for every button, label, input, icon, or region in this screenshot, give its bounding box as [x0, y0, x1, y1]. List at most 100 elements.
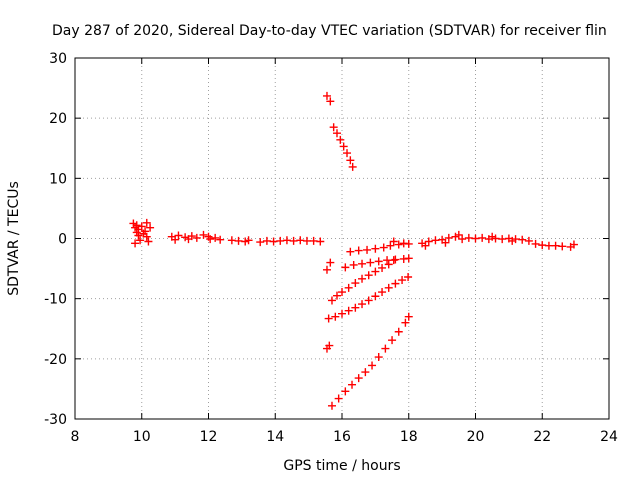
data-point-marker [334, 394, 343, 403]
data-point-marker [351, 303, 360, 312]
data-point-marker [378, 288, 387, 297]
data-point-marker [374, 353, 383, 362]
axis-ticks: 8 10 12 14 16 18 20 22 24 -30 -20 -10 0 10 20 30 [44, 51, 618, 445]
data-point-marker [174, 231, 183, 240]
data-point-marker [348, 162, 357, 171]
data-point-marker [325, 341, 334, 350]
data-point-marker [338, 309, 346, 318]
x-tick-label: 22 [533, 429, 551, 445]
data-point-marker [381, 344, 390, 353]
data-point-marker [389, 237, 398, 246]
data-point-marker [309, 236, 318, 245]
data-point-marker [346, 247, 355, 256]
data-point-marker [371, 267, 380, 276]
data-point-marker [144, 237, 153, 246]
data-point-marker [363, 245, 372, 254]
data-point-marker [316, 237, 325, 246]
data-point-marker [424, 237, 433, 246]
y-tick-label: 20 [49, 111, 67, 127]
data-point-marker [371, 244, 380, 253]
data-point-marker [341, 387, 350, 396]
y-tick-label: -30 [44, 412, 67, 428]
data-point-marker [388, 336, 397, 345]
data-point-marker [322, 265, 331, 274]
data-point-marker [421, 241, 430, 250]
data-point-marker [256, 238, 265, 247]
data-point-marker [384, 260, 393, 269]
data-point-marker [498, 235, 507, 244]
data-point-marker [262, 236, 271, 245]
data-point-marker [404, 273, 413, 282]
data-point-marker [344, 283, 353, 292]
data-point-marker [336, 135, 345, 144]
data-point-marker [538, 241, 547, 250]
x-tick-label: 10 [133, 429, 151, 445]
data-point-marker [488, 232, 497, 241]
data-point-marker [216, 235, 225, 244]
data-point-marker [276, 236, 285, 245]
data-point-marker [341, 263, 350, 272]
data-point-marker [227, 236, 236, 245]
data-point-marker [346, 156, 355, 165]
data-point-marker [351, 279, 360, 288]
x-tick-label: 8 [71, 429, 80, 445]
y-tick-label: 30 [49, 51, 67, 67]
data-point-marker [327, 296, 336, 305]
data-point-marker [391, 255, 400, 264]
data-point-marker [302, 236, 311, 245]
data-point-marker [368, 361, 377, 370]
data-point-marker [441, 238, 450, 247]
data-point-marker [458, 235, 467, 244]
x-tick-label: 18 [400, 429, 418, 445]
data-point-marker [139, 229, 148, 238]
data-point-marker [391, 279, 400, 288]
data-point-marker [464, 233, 473, 242]
data-point-marker [131, 239, 140, 248]
x-tick-label: 20 [467, 429, 485, 445]
data-point-marker [478, 233, 487, 242]
x-axis-label: GPS time / hours [283, 458, 400, 474]
data-point-marker [361, 368, 370, 377]
data-point-marker [244, 236, 253, 245]
data-point-marker [199, 230, 208, 239]
data-point-marker [349, 260, 358, 269]
data-point-marker [326, 258, 335, 267]
y-axis-label: SDTVAR / TECUs [6, 181, 22, 296]
chart-title: Day 287 of 2020, Sidereal Day-to-day VTE… [52, 23, 607, 39]
data-point-marker [374, 257, 383, 266]
data-point-marker [358, 259, 367, 268]
data-point-marker [354, 374, 363, 383]
data-point-marker [354, 246, 363, 255]
data-point-marker [384, 283, 393, 292]
data-point-marker [332, 291, 341, 300]
y-tick-label: 10 [49, 171, 67, 187]
data-point-marker [508, 236, 517, 245]
data-point-marker [364, 271, 373, 280]
data-point-marker [404, 254, 413, 263]
data-point-marker [358, 274, 367, 283]
data-point-marker [331, 312, 340, 321]
data-point-marker [282, 236, 291, 245]
data-point-marker [184, 235, 193, 244]
x-tick-label: 24 [600, 429, 618, 445]
data-point-marker [383, 256, 392, 265]
data-point-marker [394, 327, 403, 336]
data-point-marker [137, 222, 146, 231]
data-point-marker [366, 258, 375, 267]
data-point-marker [206, 235, 215, 244]
x-tick-label: 14 [266, 429, 284, 445]
data-point-marker [343, 149, 352, 158]
data-point-marker [234, 236, 243, 245]
data-point-marker [269, 237, 278, 246]
data-point-marker [444, 233, 453, 242]
data-point-marker [386, 241, 395, 250]
data-point-marker [142, 218, 151, 227]
data-point-marker [569, 240, 578, 249]
data-point-marker [371, 292, 380, 301]
data-point-marker [454, 230, 463, 239]
data-point-marker [211, 233, 220, 242]
data-point-marker [378, 263, 387, 272]
y-tick-label: -20 [44, 352, 67, 368]
data-points [129, 91, 578, 410]
